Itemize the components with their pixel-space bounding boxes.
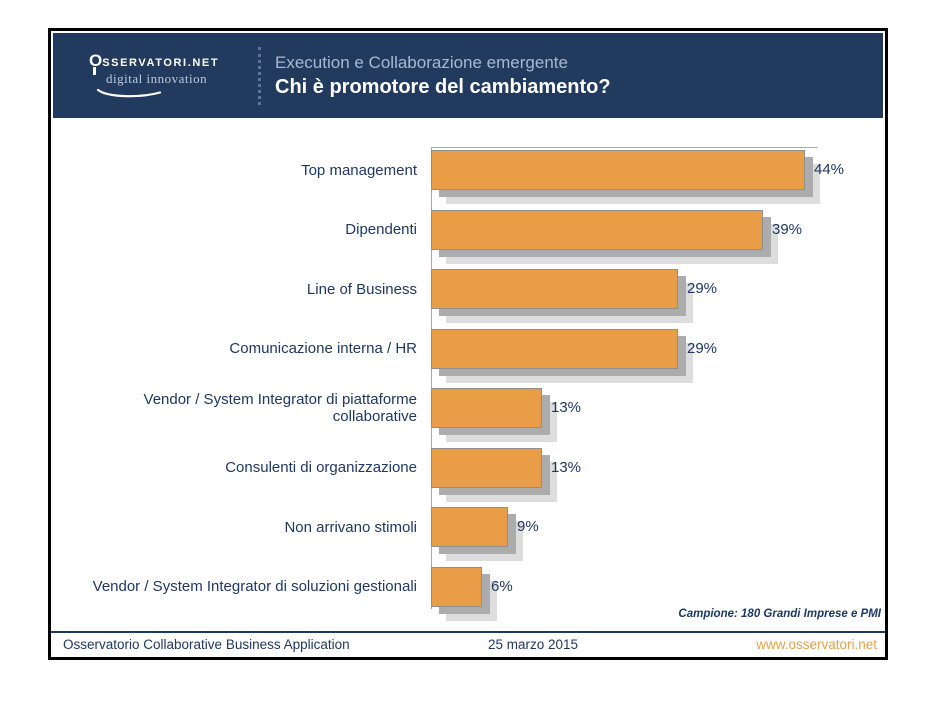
bar-area: 13%: [431, 447, 883, 488]
logo-wordmark: O SSERVATORI.NET: [89, 51, 258, 75]
bar: [431, 566, 482, 607]
chart-row: Line of Business 29%: [51, 269, 883, 329]
presentation-slide: O SSERVATORI.NET digital innovation Execu…: [48, 28, 888, 660]
footer-observatory-name: Osservatorio Collaborative Business Appl…: [63, 637, 350, 652]
chart-row: Top management 44%: [51, 150, 883, 210]
chart-row: Non arrivano stimoli 9%: [51, 507, 883, 567]
header-dotted-divider: [258, 46, 261, 105]
logo-tagline: digital innovation: [106, 71, 208, 86]
category-label: Consulenti di organizzazione: [225, 459, 417, 476]
chart-row: Comunicazione interna / HR 29%: [51, 328, 883, 389]
bar-area: 6%: [431, 566, 883, 607]
chart-rows: Top management 44% Dipendenti 39% Line o…: [51, 150, 883, 626]
slide-footer: Osservatorio Collaborative Business Appl…: [51, 633, 885, 657]
category-label: Non arrivano stimoli: [284, 518, 417, 536]
slide-header: O SSERVATORI.NET digital innovation Execu…: [53, 33, 883, 118]
osservatori-logo: O SSERVATORI.NET digital innovation: [53, 52, 258, 99]
value-label: 44%: [814, 161, 845, 178]
chart-row: Dipendenti 39%: [51, 209, 883, 270]
magnifier-o-icon: O: [89, 51, 103, 75]
value-label: 29%: [687, 280, 718, 297]
bar: [431, 150, 805, 190]
sample-footnote: Campione: 180 Grandi Imprese e PMI: [678, 608, 881, 620]
plot-top-border: [431, 147, 817, 148]
logo-brand-text: SSERVATORI.NET: [102, 57, 220, 69]
bar-area: 9%: [431, 507, 883, 547]
category-label: Vendor / System Integrator di soluzioni …: [92, 578, 417, 595]
value-label: 29%: [687, 339, 718, 357]
footer-website-url: www.osservatori.net: [756, 637, 877, 652]
bar-area: 44%: [431, 150, 883, 190]
category-label: Dipendenti: [345, 221, 417, 238]
bar: [431, 447, 542, 488]
chart-row: Consulenti di organizzazione 13%: [51, 447, 883, 508]
logo-swoosh-icon: [96, 88, 162, 98]
bar-area: 29%: [431, 269, 883, 309]
category-label: Top management: [301, 161, 417, 179]
header-titles: Execution e Collaborazione emergente Chi…: [275, 52, 611, 100]
slide-title: Chi è promotore del cambiamento?: [275, 75, 611, 98]
bar-area: 13%: [431, 388, 883, 428]
slide-subtitle: Execution e Collaborazione emergente: [275, 52, 568, 72]
value-label: 6%: [491, 577, 513, 595]
category-label: Vendor / System Integrator di piattaform…: [143, 391, 417, 425]
chart-row: Vendor / System Integrator di piattaform…: [51, 388, 883, 448]
bar: [431, 388, 542, 428]
bar: [431, 507, 508, 547]
footer-date: 25 marzo 2015: [487, 637, 579, 652]
bar: [431, 328, 678, 369]
bar-area: 29%: [431, 328, 883, 369]
bar-area: 39%: [431, 209, 883, 250]
bar: [431, 269, 678, 309]
chart-row: Vendor / System Integrator di soluzioni …: [51, 566, 883, 627]
footer-divider-line: [51, 631, 885, 633]
value-label: 13%: [551, 458, 582, 476]
value-label: 39%: [772, 220, 803, 238]
bar: [431, 209, 763, 250]
value-label: 13%: [551, 399, 582, 416]
chart-axis-line: [431, 147, 432, 609]
category-label: Line of Business: [306, 280, 417, 298]
category-label: Comunicazione interna / HR: [229, 340, 417, 357]
value-label: 9%: [517, 518, 539, 535]
